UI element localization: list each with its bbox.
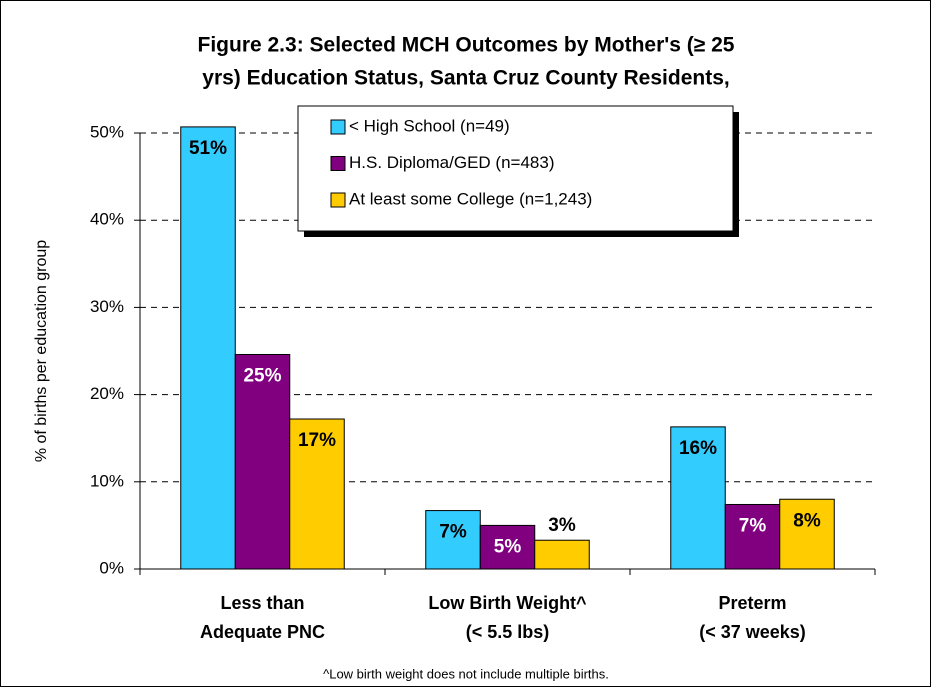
y-tick-label: 20%: [90, 384, 124, 403]
value-label: 17%: [298, 430, 336, 451]
legend-label: H.S. Diploma/GED (n=483): [349, 153, 555, 172]
value-label: 16%: [679, 438, 717, 459]
bar: [234, 353, 291, 570]
bar: [534, 539, 590, 570]
x-tick-label: Low Birth Weight^: [428, 593, 587, 613]
y-tick-label: 0%: [99, 558, 124, 577]
bar: [724, 503, 781, 570]
legend-label: < High School (n=49): [349, 116, 510, 135]
value-label: 3%: [548, 515, 576, 536]
chart-title: Figure 2.3: Selected MCH Outcomes by Mot…: [198, 34, 735, 57]
bar: [779, 498, 835, 570]
bar: [479, 524, 536, 570]
value-label: 7%: [739, 515, 767, 536]
x-tick-label: Less than: [220, 593, 304, 613]
bar: [670, 426, 726, 570]
bar: [289, 418, 345, 570]
bar: [425, 510, 481, 570]
value-label: 51%: [189, 138, 227, 159]
x-tick-label: (< 37 weeks): [699, 622, 806, 642]
x-tick-label: Preterm: [718, 593, 786, 613]
legend-swatch: [330, 192, 346, 208]
y-tick-label: 50%: [90, 122, 124, 141]
chart-title: yrs) Education Status, Santa Cruz County…: [202, 67, 729, 90]
x-tick-label: (< 5.5 lbs): [466, 622, 550, 642]
value-label: 5%: [494, 536, 522, 557]
x-tick-label: Adequate PNC: [200, 622, 325, 642]
value-label: 25%: [243, 366, 281, 387]
legend: < High School (n=49) H.S. Diploma/GED (n=…: [297, 105, 739, 237]
legend-label: At least some College (n=1,243): [349, 189, 592, 208]
y-tick-label: 40%: [90, 210, 124, 229]
value-label: 8%: [793, 510, 821, 531]
bar: [180, 126, 236, 570]
legend-swatch: [330, 119, 346, 135]
footnote: ^Low birth weight does not include multi…: [323, 666, 609, 681]
value-label: 7%: [439, 522, 467, 543]
legend-box: [297, 105, 734, 232]
y-tick-label: 30%: [90, 297, 124, 316]
y-axis-label: % of births per education group: [33, 240, 50, 462]
legend-swatch: [330, 156, 346, 171]
y-tick-label: 10%: [90, 471, 124, 490]
